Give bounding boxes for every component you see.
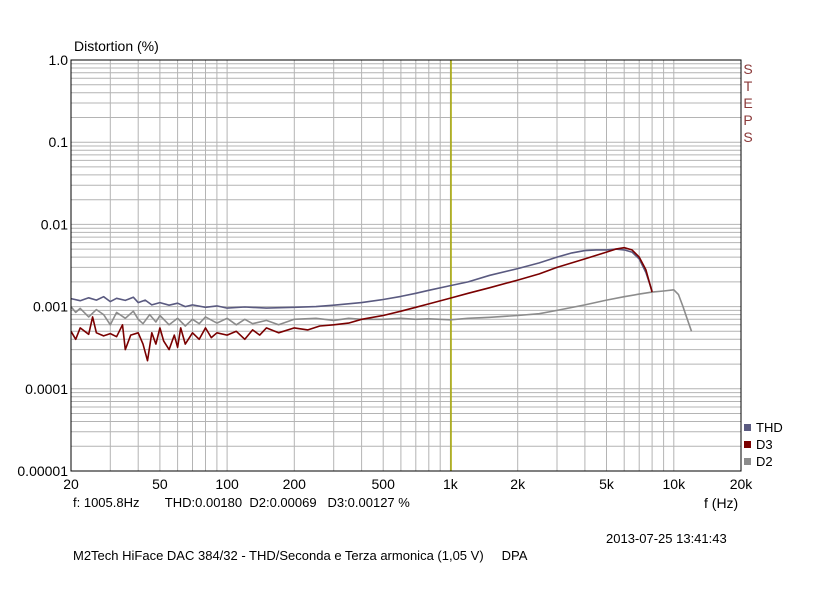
x-tick-label: 100 (215, 476, 239, 492)
legend-label-d2: D2 (756, 454, 773, 469)
x-tick-label: 20k (730, 476, 754, 492)
steps-letter: P (743, 112, 753, 128)
steps-letter: S (743, 129, 753, 145)
x-tick-label: 2k (510, 476, 526, 492)
readout-thd: THD:0.00180 (164, 495, 243, 510)
steps-button[interactable]: S T E P S (741, 61, 755, 146)
legend-swatch-thd (744, 424, 751, 431)
legend-item-thd[interactable]: THD (744, 421, 783, 435)
legend-swatch-d2 (744, 458, 751, 465)
chart-caption: M2Tech HiFace DAC 384/32 - THD/Seconda e… (73, 548, 484, 563)
plot-frame (70, 59, 742, 472)
y-tick-label: 0.00001 (17, 463, 68, 479)
y-tick-label: 0.1 (49, 134, 69, 150)
y-tick-label: 0.001 (33, 299, 68, 315)
x-axis-title: f (Hz) (704, 495, 739, 511)
x-tick-label: 200 (283, 476, 307, 492)
grid-lines (70, 60, 742, 472)
legend-item-d3[interactable]: D3 (744, 438, 773, 452)
series-line-d2 (70, 288, 693, 332)
x-tick-label: 20 (63, 476, 79, 492)
legend-item-d2[interactable]: D2 (744, 455, 773, 469)
y-axis-title: Distortion (%) (74, 38, 159, 54)
x-tick-label: 500 (372, 476, 396, 492)
x-tick-label: 50 (152, 476, 168, 492)
cursor-readout: f: 1005.8Hz THD:0.00180 D2:0.00069 D3:0.… (73, 495, 410, 510)
readout-d3: D3:0.00127 (327, 495, 395, 510)
readout-d2: D2:0.00069 (249, 495, 317, 510)
steps-letter: S (743, 61, 753, 77)
x-tick-label: 10k (663, 476, 687, 492)
x-tick-label: 5k (599, 476, 615, 492)
footer-caption-row: M2Tech HiFace DAC 384/32 - THD/Seconda e… (73, 548, 527, 563)
steps-letter: T (743, 78, 753, 94)
y-tick-label: 0.01 (41, 216, 68, 232)
tick-labels: 20 50 100 200 500 1k 2k 5k 10k 20k 1.0 0.1 0.01 0.001… (17, 52, 753, 492)
readout-frequency: f: 1005.8Hz (73, 495, 140, 510)
series-line-thd (70, 248, 653, 309)
legend-swatch-d3 (744, 441, 751, 448)
y-tick-label: 1.0 (49, 52, 69, 68)
steps-letter: E (743, 95, 753, 111)
y-tick-label: 0.0001 (25, 381, 68, 397)
series-line-d3 (70, 246, 653, 362)
x-tick-label: 1k (443, 476, 459, 492)
timestamp: 2013-07-25 13:41:43 (606, 531, 727, 546)
readout-unit: % (398, 495, 410, 510)
series-lines (70, 246, 693, 362)
legend-label-d3: D3 (756, 437, 773, 452)
legend-label-thd: THD (756, 420, 783, 435)
app-name: DPA (501, 548, 528, 563)
